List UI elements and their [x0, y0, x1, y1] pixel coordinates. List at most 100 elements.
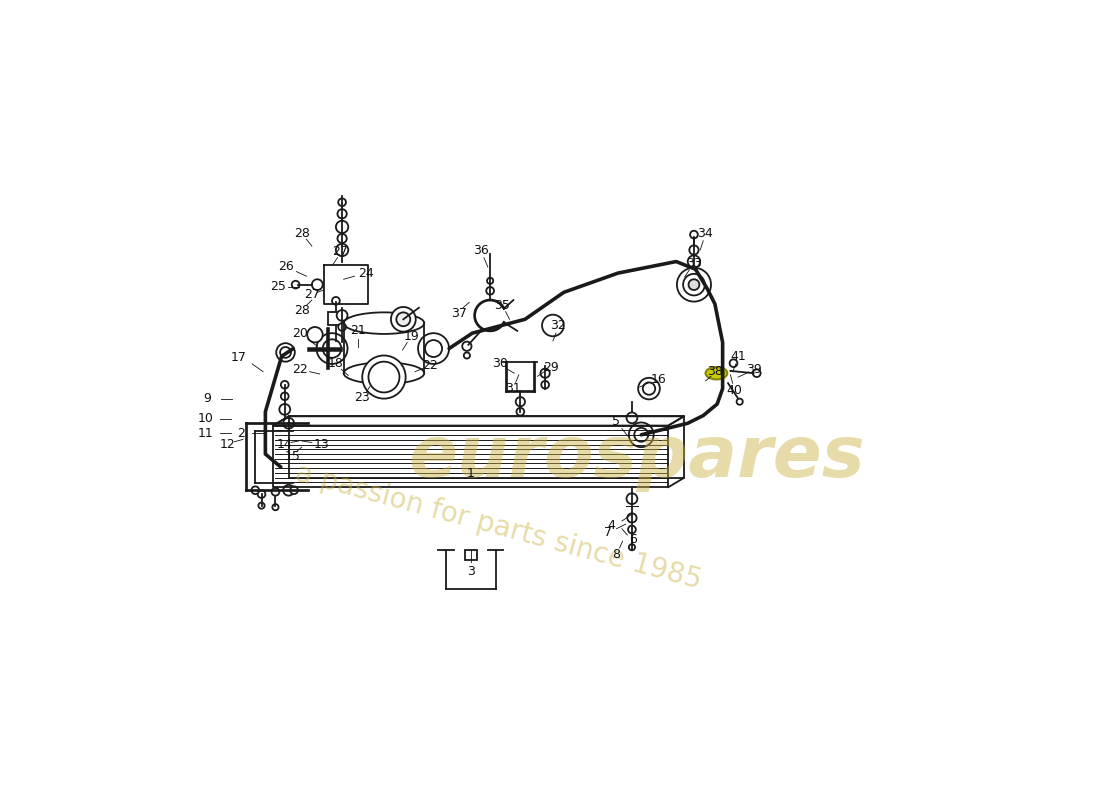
Text: 5: 5: [613, 415, 620, 428]
Circle shape: [276, 343, 295, 362]
Circle shape: [486, 287, 494, 294]
Circle shape: [627, 514, 637, 522]
Bar: [328, 312, 343, 326]
Circle shape: [464, 353, 470, 358]
Circle shape: [425, 340, 442, 357]
Circle shape: [283, 418, 294, 429]
Text: 15: 15: [285, 450, 300, 463]
Text: 41: 41: [730, 350, 746, 362]
Text: 18: 18: [327, 358, 343, 370]
Text: 20: 20: [293, 326, 308, 340]
Text: 10: 10: [198, 412, 213, 425]
Circle shape: [737, 398, 742, 405]
Circle shape: [462, 342, 472, 351]
Text: 7: 7: [604, 526, 612, 539]
Text: 28: 28: [294, 303, 310, 317]
Text: 27: 27: [304, 288, 320, 301]
Circle shape: [338, 323, 346, 331]
Circle shape: [516, 397, 525, 406]
Text: 32: 32: [550, 319, 566, 332]
Circle shape: [627, 494, 637, 504]
Text: 27: 27: [332, 245, 349, 258]
Circle shape: [337, 310, 348, 321]
Circle shape: [336, 221, 349, 233]
Circle shape: [627, 413, 637, 423]
Circle shape: [338, 209, 346, 218]
Circle shape: [338, 234, 346, 243]
Circle shape: [362, 355, 406, 398]
Text: 12: 12: [220, 438, 235, 450]
Text: 2: 2: [236, 426, 244, 440]
Circle shape: [258, 502, 265, 509]
Circle shape: [390, 307, 416, 332]
Circle shape: [542, 314, 564, 336]
Circle shape: [689, 279, 700, 290]
Text: 21: 21: [351, 324, 366, 338]
Circle shape: [292, 281, 299, 289]
Text: 31: 31: [506, 382, 521, 395]
Text: 13: 13: [315, 438, 330, 450]
Text: eurospares: eurospares: [409, 423, 866, 493]
Text: 37: 37: [451, 306, 468, 320]
Text: 33: 33: [686, 258, 702, 270]
Circle shape: [279, 404, 290, 414]
Circle shape: [312, 279, 322, 290]
Text: 4: 4: [608, 519, 616, 532]
Circle shape: [729, 359, 737, 367]
Text: 11: 11: [198, 426, 213, 440]
Text: 36: 36: [473, 243, 488, 257]
Circle shape: [642, 382, 656, 394]
Circle shape: [332, 297, 340, 305]
Text: 1: 1: [466, 467, 475, 480]
Circle shape: [396, 312, 410, 326]
Circle shape: [252, 486, 260, 494]
Circle shape: [290, 486, 298, 494]
Circle shape: [676, 268, 711, 302]
Text: 40: 40: [726, 384, 742, 397]
Text: 14: 14: [277, 438, 293, 450]
Circle shape: [338, 198, 346, 206]
Circle shape: [322, 339, 341, 358]
Text: 16: 16: [650, 373, 667, 386]
Circle shape: [280, 347, 290, 358]
Circle shape: [487, 278, 493, 284]
Text: 9: 9: [204, 392, 211, 405]
Circle shape: [690, 230, 697, 238]
Text: 25: 25: [271, 281, 286, 294]
Circle shape: [688, 255, 701, 268]
Circle shape: [272, 488, 279, 496]
Circle shape: [280, 381, 288, 389]
Bar: [464, 550, 477, 559]
Circle shape: [540, 369, 550, 378]
Circle shape: [336, 244, 349, 256]
Text: 24: 24: [359, 266, 374, 280]
Circle shape: [257, 490, 265, 498]
Circle shape: [683, 274, 705, 295]
Text: 8: 8: [613, 548, 620, 561]
Circle shape: [638, 378, 660, 399]
Text: a passion for parts since 1985: a passion for parts since 1985: [293, 459, 705, 595]
Text: 3: 3: [466, 566, 475, 578]
Circle shape: [283, 485, 294, 496]
Circle shape: [517, 408, 525, 415]
Circle shape: [628, 526, 636, 534]
Circle shape: [317, 333, 348, 364]
Text: 29: 29: [542, 361, 559, 374]
Text: 22: 22: [422, 359, 438, 372]
Ellipse shape: [705, 367, 727, 379]
Circle shape: [418, 333, 449, 364]
Circle shape: [273, 504, 278, 510]
Circle shape: [690, 246, 698, 254]
Ellipse shape: [343, 362, 425, 384]
Text: 23: 23: [354, 391, 370, 404]
Text: 26: 26: [278, 261, 294, 274]
Circle shape: [307, 327, 322, 342]
Circle shape: [629, 544, 635, 550]
Text: 34: 34: [697, 226, 713, 239]
Circle shape: [280, 393, 288, 400]
Text: 6: 6: [629, 533, 637, 546]
Text: 19: 19: [404, 330, 419, 342]
Text: 17: 17: [230, 351, 246, 364]
Text: 30: 30: [493, 358, 508, 370]
Circle shape: [629, 422, 653, 447]
